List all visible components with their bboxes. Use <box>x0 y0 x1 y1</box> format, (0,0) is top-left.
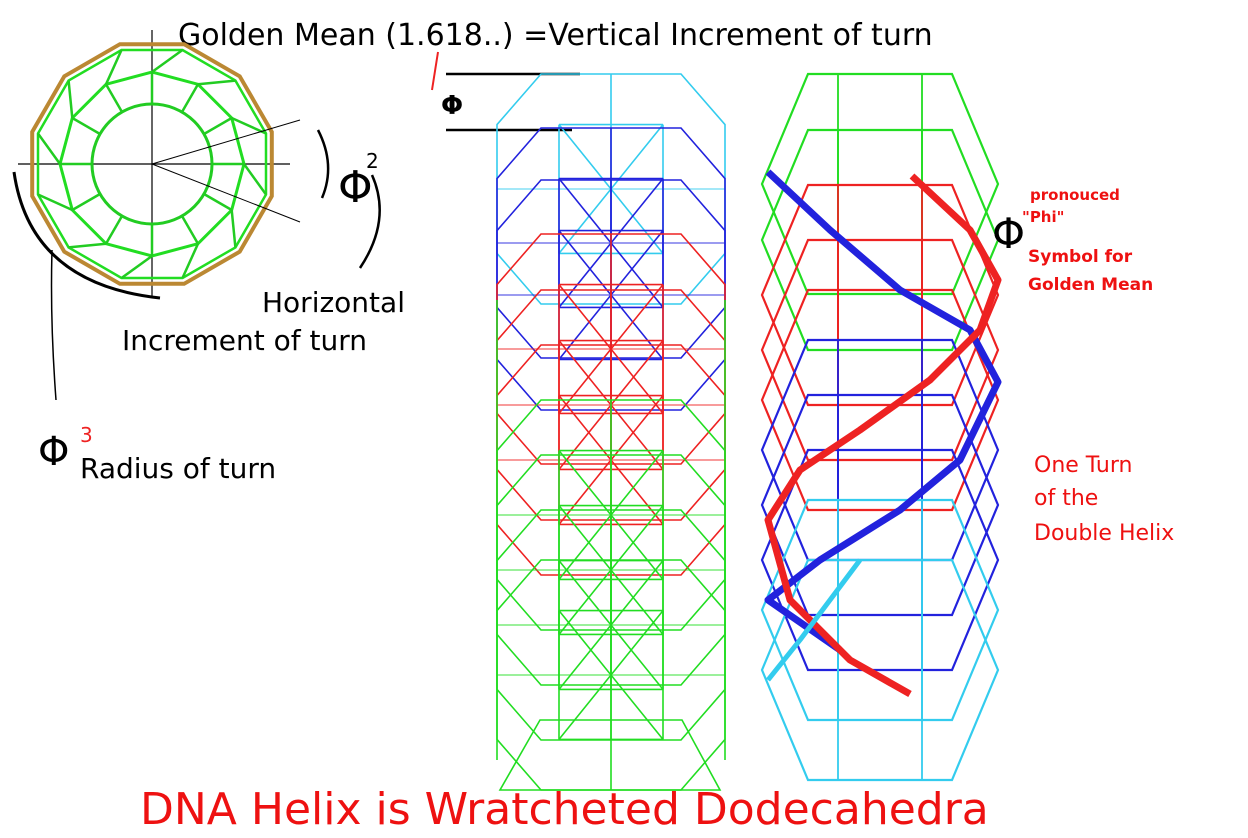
dodecagon-spoke <box>203 116 233 136</box>
dodecagon-spokes <box>36 48 268 280</box>
dodecagon-spoke <box>180 83 200 113</box>
phi-squared-right-bracket <box>358 174 381 269</box>
stacked-dodecahedra-column <box>496 73 726 791</box>
radius-leader <box>50 249 57 401</box>
turn-note-line2: of the <box>1034 486 1098 511</box>
dodecagon-spoke <box>71 116 101 136</box>
dodecagon-spoke <box>104 215 124 245</box>
double-helix-column <box>760 72 1002 782</box>
dodecagon-spoke <box>180 215 200 245</box>
dodecagon-spoke-outer <box>104 49 123 85</box>
helix-strand-red <box>764 173 1002 698</box>
angle-ray-lower <box>151 163 301 223</box>
phi-note-line1: pronouced <box>1030 186 1120 204</box>
turn-note-line3: Double Helix <box>1034 521 1174 546</box>
phi-note-line2: "Phi" <box>1022 208 1064 226</box>
dodecagon-spoke-outer <box>120 254 153 280</box>
dodecagon-outer-rim <box>30 42 274 286</box>
dodecagon-spoke-outer <box>37 193 73 212</box>
helix-hexagon <box>760 238 1000 462</box>
turn-note-line1: One Turn <box>1034 453 1132 478</box>
dodecagon-spoke-outer <box>230 209 237 248</box>
helix-strand-cyan <box>766 558 862 682</box>
angle-ray-upper <box>151 119 301 165</box>
dodecagon-spoke <box>71 192 101 212</box>
phi-note-line3: Symbol for <box>1028 247 1133 267</box>
header-text: Golden Mean (1.618..) =Vertical Incremen… <box>178 18 933 53</box>
phi-note-symbol: Φ <box>992 209 1025 258</box>
helix-strand-blue <box>764 169 1002 653</box>
header-tick <box>431 51 439 91</box>
horizontal-arc <box>12 171 161 300</box>
dodecagon-spoke <box>203 192 233 212</box>
dodecagon-spoke-outer <box>231 116 267 135</box>
dodecagon-top-view <box>18 30 301 298</box>
dodecagon-spoke-outer <box>36 132 62 165</box>
diagram-title: DNA Helix is Wratcheted Dodecahedra <box>140 784 989 835</box>
helix-hexagon <box>760 558 1000 782</box>
dodecagon-spoke-outer <box>181 243 200 279</box>
radius-label: Radius of turn <box>80 452 276 485</box>
phi-increment-symbol: Φ <box>441 91 463 121</box>
phi-squared-symbol: Φ <box>338 162 373 213</box>
dodecahedron-outline <box>496 73 726 305</box>
dodecagon-spoke-outer <box>197 79 236 86</box>
dodecagon-spoke-outer <box>67 80 74 119</box>
helix-hexagon <box>760 448 1000 672</box>
phi-squared-exponent: 2 <box>366 149 379 173</box>
dodecagon-spoke-outer <box>242 163 268 196</box>
horizontal-label-line2: Increment of turn <box>122 324 367 357</box>
dodecahedron-outline <box>496 179 726 411</box>
helix-hexagon <box>760 288 1000 512</box>
helix-hexagon <box>760 498 1000 722</box>
horizontal-label-line1: Horizontal <box>262 286 405 319</box>
column-base <box>498 719 722 791</box>
dodecagon-spoke <box>104 83 124 113</box>
helix-hexagon <box>760 128 1000 352</box>
helix-hexagon <box>760 72 1000 296</box>
phi-note-line4: Golden Mean <box>1028 275 1153 295</box>
helix-hexagon <box>760 393 1000 617</box>
phi-squared-left-bracket <box>316 129 330 199</box>
phi-cubed-exponent: 3 <box>80 423 93 447</box>
dodecahedron-outline <box>496 127 726 359</box>
phi-cubed-symbol: Φ <box>38 429 69 475</box>
helix-hexagon <box>760 183 1000 407</box>
dodecagon-spoke-outer <box>68 242 107 249</box>
dodecagon-spoke-outer <box>151 48 184 74</box>
